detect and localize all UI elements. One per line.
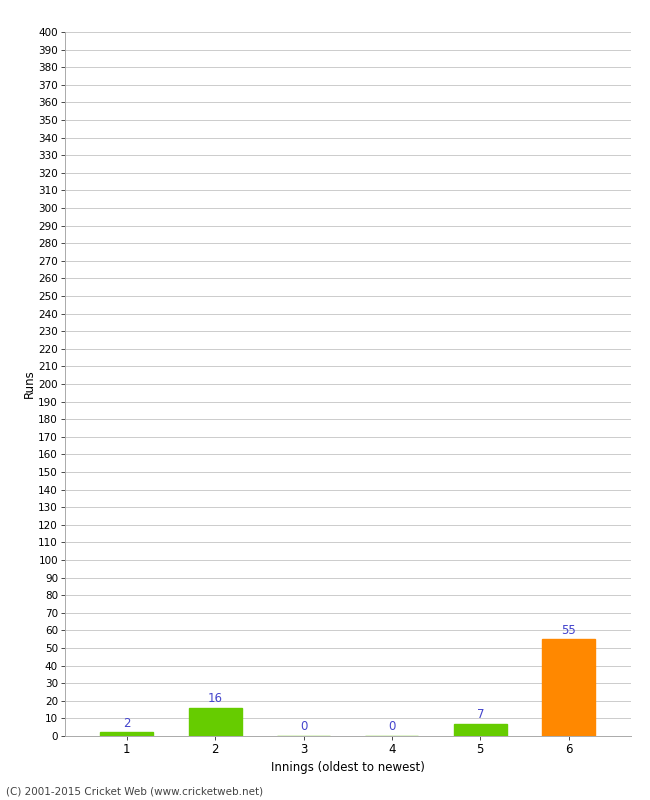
Text: (C) 2001-2015 Cricket Web (www.cricketweb.net): (C) 2001-2015 Cricket Web (www.cricketwe…: [6, 786, 264, 796]
Bar: [542, 639, 595, 736]
Text: 2: 2: [123, 717, 131, 730]
Y-axis label: Runs: Runs: [23, 370, 36, 398]
Text: 0: 0: [300, 720, 307, 734]
Text: 55: 55: [561, 623, 576, 637]
Bar: [454, 724, 507, 736]
Text: 0: 0: [388, 720, 396, 734]
Text: 7: 7: [476, 708, 484, 721]
X-axis label: Innings (oldest to newest): Innings (oldest to newest): [271, 762, 424, 774]
Bar: [100, 733, 153, 736]
Text: 16: 16: [208, 692, 223, 706]
Bar: [188, 708, 242, 736]
